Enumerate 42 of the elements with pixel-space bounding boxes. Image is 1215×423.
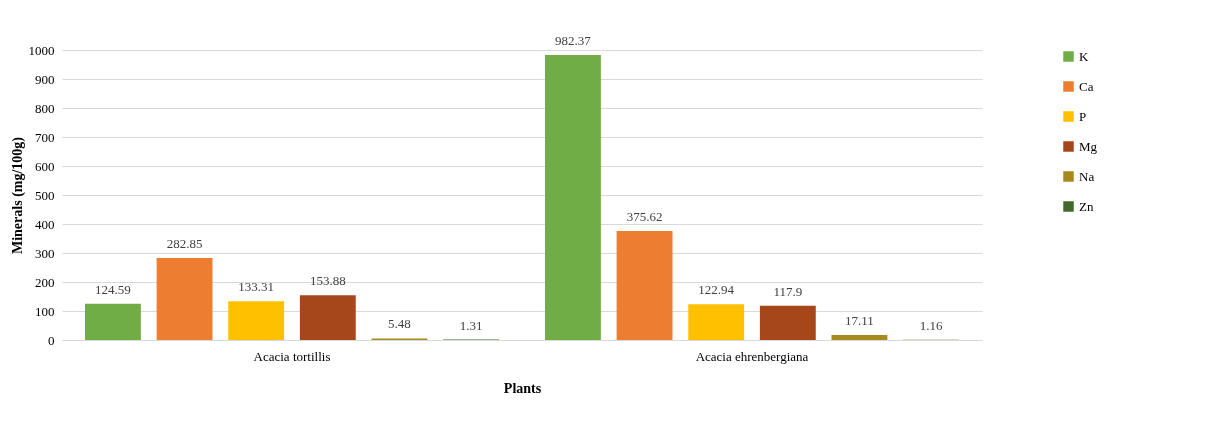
data-label: 17.11 bbox=[845, 313, 874, 329]
legend-label: K bbox=[1079, 48, 1089, 64]
bar bbox=[831, 335, 888, 340]
bar bbox=[85, 303, 141, 340]
x-axis-title: Plants bbox=[503, 380, 542, 396]
y-tick-label: 800 bbox=[35, 100, 55, 116]
x-tick-label: Acacia tortillis bbox=[253, 348, 331, 364]
bar bbox=[688, 304, 745, 340]
y-tick-label: 100 bbox=[35, 303, 55, 319]
y-axis-title: Minerals (mg/100g) bbox=[9, 136, 26, 255]
y-tick-label: 0 bbox=[48, 332, 55, 348]
y-tick-label: 900 bbox=[35, 71, 55, 87]
legend-label: Na bbox=[1079, 168, 1095, 184]
data-label: 982.37 bbox=[555, 33, 592, 49]
y-tick-label: 1000 bbox=[28, 42, 55, 58]
data-label: 153.88 bbox=[309, 273, 346, 289]
data-label: 122.94 bbox=[698, 282, 735, 298]
data-label: 5.48 bbox=[388, 316, 411, 332]
y-tick-label: 500 bbox=[35, 187, 55, 203]
bar bbox=[759, 305, 816, 340]
legend-label: Zn bbox=[1079, 198, 1094, 214]
legend-label: Mg bbox=[1079, 138, 1098, 154]
data-label: 133.31 bbox=[238, 279, 275, 295]
legend-label: P bbox=[1079, 108, 1087, 124]
y-tick-label: 400 bbox=[35, 216, 55, 232]
y-tick-label: 600 bbox=[35, 158, 55, 174]
bar bbox=[156, 257, 213, 340]
data-label: 117.9 bbox=[773, 283, 803, 299]
data-label: 375.62 bbox=[626, 209, 663, 225]
y-tick-label: 700 bbox=[35, 129, 55, 145]
bar bbox=[545, 55, 601, 340]
legend-label: Ca bbox=[1079, 78, 1094, 94]
x-tick-label: Acacia ehrenbergiana bbox=[695, 348, 809, 364]
data-label: 1.16 bbox=[919, 317, 943, 333]
data-label: 1.31 bbox=[459, 317, 483, 333]
y-tick-label: 300 bbox=[35, 245, 55, 261]
bar bbox=[616, 231, 673, 340]
bar bbox=[299, 295, 356, 340]
y-tick-label: 200 bbox=[35, 274, 55, 290]
data-label: 124.59 bbox=[95, 281, 131, 297]
bar bbox=[228, 301, 285, 340]
data-label: 282.85 bbox=[166, 235, 203, 251]
